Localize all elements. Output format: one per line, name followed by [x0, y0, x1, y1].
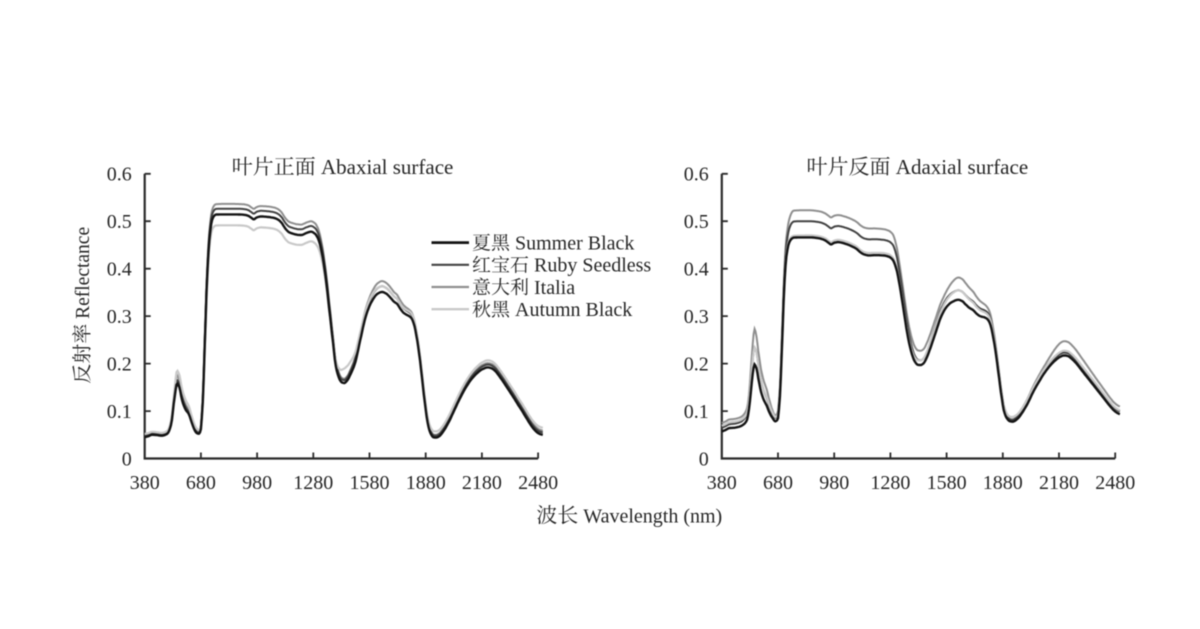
svg-text:Wavelength (nm): Wavelength (nm): [583, 506, 722, 528]
svg-text:680: 680: [763, 472, 793, 494]
svg-text:Ruby Seedless: Ruby Seedless: [534, 255, 651, 277]
svg-text:0.4: 0.4: [684, 259, 709, 281]
svg-text:0: 0: [699, 448, 709, 470]
svg-text:1880: 1880: [406, 472, 446, 494]
svg-text:0: 0: [122, 448, 132, 470]
svg-text:Abaxial surface: Abaxial surface: [321, 155, 453, 179]
svg-text:2480: 2480: [1095, 472, 1135, 494]
svg-text:0.5: 0.5: [684, 211, 709, 233]
svg-text:2480: 2480: [518, 472, 558, 494]
svg-text:0.6: 0.6: [684, 164, 709, 186]
svg-text:0.1: 0.1: [107, 401, 132, 423]
svg-text:Summer Black: Summer Black: [515, 232, 634, 254]
svg-text:Adaxial surface: Adaxial surface: [896, 155, 1028, 179]
svg-text:0.3: 0.3: [107, 306, 132, 328]
svg-text:0.6: 0.6: [107, 164, 132, 186]
svg-text:Reflectance: Reflectance: [73, 227, 94, 319]
svg-text:0.2: 0.2: [684, 353, 709, 375]
svg-text:1280: 1280: [870, 472, 910, 494]
svg-text:1580: 1580: [927, 472, 967, 494]
svg-text:1580: 1580: [350, 472, 390, 494]
svg-text:0.2: 0.2: [107, 353, 132, 375]
svg-text:1880: 1880: [983, 472, 1023, 494]
svg-text:680: 680: [186, 472, 216, 494]
svg-text:0.4: 0.4: [107, 259, 132, 281]
svg-text:380: 380: [707, 472, 737, 494]
svg-text:0.5: 0.5: [107, 211, 132, 233]
svg-text:2180: 2180: [1039, 472, 1079, 494]
svg-text:980: 980: [819, 472, 849, 494]
svg-text:Italia: Italia: [534, 277, 575, 299]
svg-text:2180: 2180: [462, 472, 502, 494]
svg-text:1280: 1280: [293, 472, 333, 494]
svg-text:380: 380: [130, 472, 160, 494]
svg-text:0.3: 0.3: [684, 306, 709, 328]
svg-text:0.1: 0.1: [684, 401, 709, 423]
svg-text:Autumn Black: Autumn Black: [515, 299, 632, 321]
svg-text:980: 980: [242, 472, 272, 494]
